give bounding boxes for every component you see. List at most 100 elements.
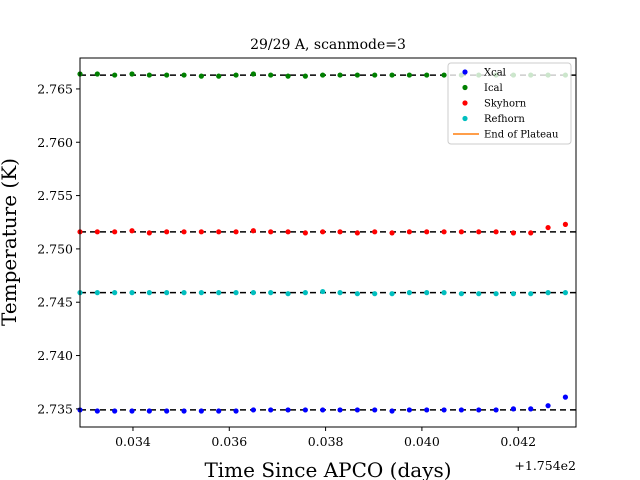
point-skyhorn <box>198 229 204 235</box>
x-axis-ticks: 0.034 0.036 0.038 0.040 0.042 <box>115 427 536 449</box>
point-ical <box>164 72 170 78</box>
point-skyhorn <box>250 228 256 234</box>
point-ical <box>146 72 152 78</box>
point-refhorn <box>510 291 516 297</box>
point-xcal <box>510 406 516 412</box>
point-xcal <box>562 394 569 400</box>
point-ical <box>424 72 430 78</box>
x-tick-label: 0.042 <box>500 434 536 449</box>
point-skyhorn <box>406 229 412 235</box>
point-refhorn <box>112 290 118 296</box>
point-ical <box>112 72 118 78</box>
point-refhorn <box>493 291 499 297</box>
y-tick-label: 2.760 <box>37 135 73 150</box>
legend-box <box>447 62 572 145</box>
x-tick-label: 0.038 <box>308 434 344 449</box>
x-tick-label: 0.034 <box>115 434 151 449</box>
point-xcal <box>285 407 291 413</box>
point-xcal <box>164 408 170 414</box>
point-xcal <box>112 408 118 414</box>
point-xcal <box>493 407 499 413</box>
y-tick-label: 2.750 <box>37 241 73 256</box>
point-refhorn <box>458 291 464 297</box>
point-refhorn <box>320 288 326 295</box>
point-xcal <box>354 407 360 413</box>
legend-label-refhorn: Refhorn <box>484 114 525 125</box>
point-ical <box>129 71 135 77</box>
point-refhorn <box>424 290 430 296</box>
point-skyhorn <box>337 229 343 235</box>
y-tick-label: 2.755 <box>37 188 73 203</box>
point-skyhorn <box>476 229 482 235</box>
point-refhorn <box>129 290 135 296</box>
point-refhorn <box>372 291 378 297</box>
x-axis-offset-label: +1.754e2 <box>514 458 576 473</box>
point-skyhorn <box>545 224 551 231</box>
point-xcal <box>233 408 239 414</box>
point-xcal <box>216 408 222 414</box>
y-tick-label: 2.735 <box>37 401 73 416</box>
point-skyhorn <box>510 230 516 236</box>
point-refhorn <box>562 290 569 296</box>
point-ical <box>406 72 412 78</box>
point-skyhorn <box>146 230 152 236</box>
point-skyhorn <box>562 221 569 227</box>
point-refhorn <box>181 290 187 296</box>
legend: Xcal Ical Skyhorn Refhorn End of Plateau <box>447 62 572 145</box>
point-ical <box>337 72 343 78</box>
point-ical <box>320 72 326 78</box>
point-ical <box>181 72 187 78</box>
point-ical <box>354 72 360 78</box>
point-skyhorn <box>129 228 135 234</box>
x-axis-label: Time Since APCO (days) <box>204 458 451 480</box>
point-skyhorn <box>181 229 187 235</box>
point-ical <box>198 73 204 79</box>
legend-marker-skyhorn <box>462 100 468 106</box>
point-xcal <box>545 403 551 409</box>
point-xcal <box>372 407 378 413</box>
point-refhorn <box>146 290 152 296</box>
point-refhorn <box>164 290 170 296</box>
y-tick-label: 2.765 <box>37 81 73 96</box>
point-skyhorn <box>164 229 170 235</box>
point-xcal <box>146 408 152 414</box>
point-ical <box>441 72 447 78</box>
point-skyhorn <box>389 230 395 236</box>
point-skyhorn <box>528 230 534 236</box>
point-ical <box>94 71 100 77</box>
point-skyhorn <box>424 229 430 235</box>
point-skyhorn <box>94 229 100 235</box>
data-points <box>77 71 569 414</box>
legend-marker-xcal <box>462 69 468 75</box>
point-skyhorn <box>493 229 499 235</box>
point-skyhorn <box>458 229 464 235</box>
y-tick-label: 2.740 <box>37 348 73 363</box>
point-xcal <box>528 406 534 412</box>
point-refhorn <box>476 291 482 297</box>
point-ical <box>285 73 291 79</box>
point-skyhorn <box>233 229 239 235</box>
legend-label-end-of-plateau: End of Plateau <box>484 130 559 141</box>
point-skyhorn <box>354 230 360 236</box>
point-xcal <box>320 407 326 413</box>
point-ical <box>302 73 308 79</box>
point-refhorn <box>268 290 274 296</box>
legend-label-skyhorn: Skyhorn <box>484 99 527 110</box>
point-xcal <box>181 408 187 414</box>
point-skyhorn <box>268 229 274 235</box>
axes-frame <box>79 57 577 428</box>
point-xcal <box>129 408 135 414</box>
point-skyhorn <box>112 229 118 235</box>
point-refhorn <box>233 290 239 296</box>
point-refhorn <box>545 290 551 296</box>
point-skyhorn <box>302 230 308 236</box>
point-skyhorn <box>285 229 291 235</box>
point-refhorn <box>389 291 395 297</box>
point-refhorn <box>216 290 222 296</box>
point-xcal <box>250 407 256 413</box>
legend-label-ical: Ical <box>484 83 503 94</box>
point-ical <box>216 73 222 79</box>
point-refhorn <box>302 290 308 296</box>
point-xcal <box>406 407 412 413</box>
